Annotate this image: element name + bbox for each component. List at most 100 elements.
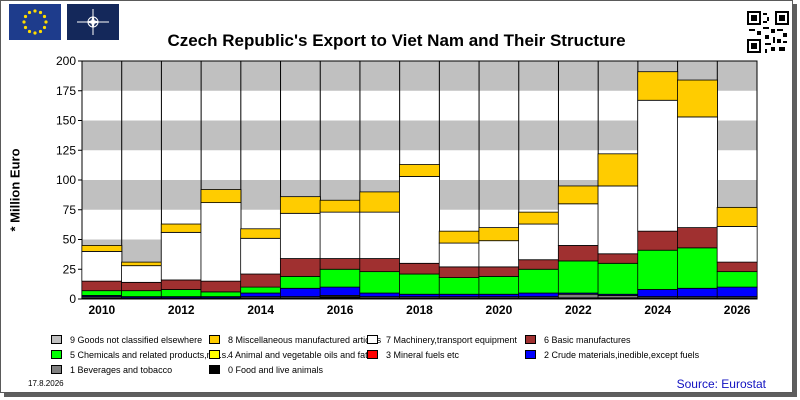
x-tick-label: 2010 (89, 303, 116, 317)
bar-segment (240, 286, 282, 294)
bar-segment (160, 279, 202, 290)
bar-segment (518, 223, 560, 261)
legend-swatch (525, 335, 536, 344)
x-tick-label: 2022 (565, 303, 592, 317)
bar-segment (478, 275, 520, 295)
bar-segment (359, 271, 401, 294)
bar-segment (399, 176, 440, 264)
bar-segment (518, 292, 560, 298)
legend-swatch (209, 335, 220, 344)
eu-flag-icon (9, 4, 61, 40)
bar-segment (557, 245, 599, 262)
bar-segment (399, 164, 440, 177)
legend-item: 4 Animal and vegetable oils and fats (209, 349, 372, 361)
bar-segment (518, 211, 560, 225)
legend-swatch (51, 350, 62, 359)
legend-label: 3 Mineral fuels etc (386, 350, 460, 360)
bar-segment (716, 271, 758, 288)
bar-segment (438, 266, 480, 278)
y-tick-label: 175 (56, 84, 76, 98)
legend-label: 8 Miscellaneous manufactured articles (228, 335, 382, 345)
bar-segment (359, 292, 401, 298)
bar-segment (557, 260, 599, 294)
bar-segment (121, 265, 162, 283)
legend-swatch (51, 365, 62, 374)
y-tick-label: 75 (63, 203, 77, 217)
bar-segment (557, 293, 599, 299)
legend-label: 2 Crude materials,inedible,except fuels (544, 350, 700, 360)
bar-segment (637, 99, 679, 232)
y-tick-label: 0 (69, 292, 76, 306)
bar-segment (399, 273, 440, 295)
legend-item: 6 Basic manufactures (525, 334, 631, 346)
x-tick-label: 2012 (168, 303, 195, 317)
qr-code-icon (747, 11, 789, 53)
bar-segment (359, 191, 401, 213)
bar-segment (160, 231, 202, 281)
legend-label: 7 Machinery,transport equipment (386, 335, 517, 345)
legend-swatch (525, 350, 536, 359)
bar-segment (716, 226, 758, 263)
bar-segment (240, 228, 282, 239)
legend-swatch (209, 350, 220, 359)
bar-segment (716, 206, 758, 227)
bar-segment (81, 245, 123, 252)
bar-segment (716, 261, 758, 273)
bar-segment (121, 290, 162, 298)
bar-segment (279, 196, 321, 214)
bar-segment (637, 289, 679, 298)
x-tick-label: 2026 (724, 303, 751, 317)
bar-segment (359, 258, 401, 273)
legend-item: 7 Machinery,transport equipment (367, 334, 517, 346)
x-tick-label: 2018 (406, 303, 433, 317)
bar-segment (200, 189, 242, 204)
bar-segment (121, 261, 162, 267)
bar-segment (557, 203, 599, 246)
chart-title: Czech Republic's Export to Viet Nam and … (167, 31, 626, 50)
bar-segment (478, 266, 520, 277)
bar-segment (160, 289, 202, 298)
x-tick-label: 2020 (486, 303, 513, 317)
y-tick-label: 25 (63, 262, 77, 276)
bar-segment (200, 291, 242, 298)
bar-segment (359, 211, 401, 259)
y-tick-label: 50 (63, 233, 77, 247)
bar-segment (240, 292, 282, 298)
bar-segment (637, 230, 679, 251)
legend-item: 0 Food and live animals (209, 364, 323, 376)
bar-segment (319, 258, 361, 270)
bar-segment (677, 116, 718, 228)
bar-segment (597, 262, 639, 295)
bar-segment (279, 287, 321, 298)
bar-segment (200, 202, 242, 282)
legend-label: 5 Chemicals and related products,n.e.s. (70, 350, 229, 360)
legend-swatch (367, 350, 378, 359)
bar-segment (81, 290, 123, 296)
bar-segment (438, 230, 480, 244)
bar-segment (240, 273, 282, 288)
bar-segment (597, 253, 639, 264)
legend-item: 5 Chemicals and related products,n.e.s. (51, 349, 229, 361)
legend-label: 1 Beverages and tobacco (70, 365, 173, 375)
bar-segment (677, 247, 718, 289)
y-tick-label: 100 (56, 173, 76, 187)
bar-segment (557, 185, 599, 205)
bar-segment (319, 199, 361, 213)
legend-label: 9 Goods not classified elsewhere (70, 335, 203, 345)
bar-segment (597, 153, 639, 187)
bar-segment (240, 237, 282, 275)
bar-segment (478, 227, 520, 242)
bar-segment (716, 286, 758, 298)
bar-segment (438, 242, 480, 268)
bar-segment (319, 268, 361, 288)
bar-segment (597, 185, 639, 255)
legend-item: 2 Crude materials,inedible,except fuels (525, 349, 699, 361)
nato-flag-icon (67, 4, 119, 40)
bar-segment (677, 79, 718, 118)
bar-segment (319, 286, 361, 296)
y-tick-label: 200 (56, 54, 76, 68)
bar-segment (279, 275, 321, 289)
source-label: Source: Eurostat (676, 377, 766, 391)
bar-segment (81, 250, 123, 282)
